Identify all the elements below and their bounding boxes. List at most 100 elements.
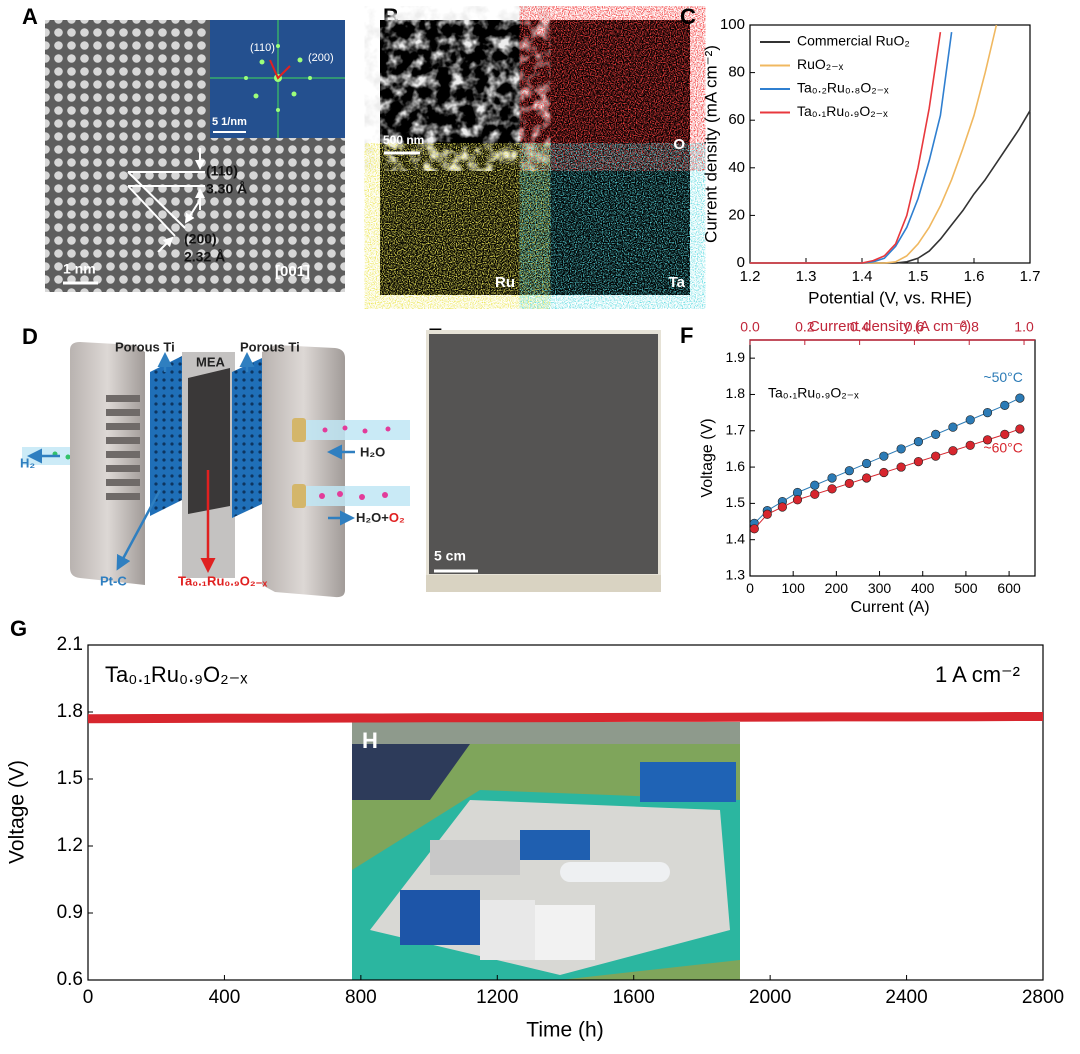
- catalyst-layer: [188, 368, 230, 514]
- fft-spots: [244, 44, 312, 112]
- y-tick-label: 1.8: [726, 385, 746, 401]
- panel-label: D: [22, 324, 38, 349]
- container: [535, 905, 595, 960]
- legend-label: Commercial RuO₂: [797, 33, 910, 49]
- flow-grating: [106, 395, 140, 500]
- y-tick-label: 60: [728, 111, 745, 128]
- molecule: [342, 425, 348, 431]
- panel-label: A: [22, 4, 38, 29]
- marker: [861, 473, 872, 483]
- fft-spot: [259, 59, 265, 65]
- container: [640, 762, 736, 802]
- y-axis-label: Voltage (V): [699, 418, 716, 497]
- fitting: [292, 484, 306, 508]
- panel-label: H: [362, 728, 378, 753]
- guide-line: [127, 171, 186, 229]
- y-axis-label: Voltage (V): [6, 760, 29, 864]
- plane-label: (110): [206, 163, 238, 179]
- hydrogen-tank: [560, 862, 670, 882]
- y-tick-label: 20: [728, 206, 745, 223]
- spacing-label: 3.30 Å: [206, 181, 247, 197]
- lattice-guides: [127, 148, 205, 253]
- porous-ti-plate: [150, 356, 182, 516]
- grating-slot: [106, 409, 140, 416]
- guide-arrow: [157, 236, 174, 253]
- annotation: Ta₀.₁Ru₀.₉O₂₋ₓ: [105, 662, 248, 687]
- y-tick-label: 1.4: [726, 530, 746, 546]
- x-tick-label: 100: [782, 580, 806, 596]
- panel-a: A (110) (200) 5 1/nm (110) 3.30 Å (200) …: [22, 4, 345, 292]
- x-tick-label: 300: [868, 580, 892, 596]
- marker: [982, 408, 993, 418]
- spacing-label: 2.32 Å: [184, 249, 225, 265]
- plot-frame: [87, 644, 1044, 981]
- plane-label: (200): [184, 231, 217, 247]
- x-tick-label: 1200: [476, 987, 518, 1008]
- marker: [948, 446, 958, 456]
- arrow: [116, 489, 162, 571]
- ruler: [426, 575, 661, 592]
- molecule: [319, 493, 325, 499]
- marker: [1000, 429, 1010, 440]
- legend-label: RuO₂₋ₓ: [797, 56, 844, 72]
- panel-e: E 5 cm: [426, 324, 661, 592]
- marker: [810, 480, 820, 490]
- marker: [913, 437, 924, 447]
- marker: [827, 473, 837, 483]
- marker: [777, 502, 787, 512]
- molecule: [322, 427, 328, 433]
- x-tick-label: 600: [997, 580, 1021, 596]
- series-line: [87, 711, 1044, 724]
- marker: [762, 509, 772, 519]
- marker: [879, 451, 889, 461]
- chart: F 0 100 200 300 400 500 600 1.3 1.4 1.5 1.6 1.7 1.8 1.…: [680, 318, 1036, 616]
- y-tick-label: 1.9: [726, 349, 746, 365]
- y-tick-label: 1.7: [726, 421, 746, 437]
- marker: [965, 440, 975, 450]
- grating-slot: [106, 437, 140, 444]
- y-tick-label: 1.8: [57, 701, 83, 722]
- marker: [792, 495, 803, 505]
- x-tick-label: 800: [345, 987, 377, 1008]
- guide-line: [127, 185, 176, 237]
- fft-spot: [276, 108, 280, 112]
- x-tick-label: 0: [746, 580, 754, 596]
- chart: C 1.2 1.3 1.4 1.5 1.6 1.7 0 20 40 60 80 100 Potential…: [680, 4, 1040, 308]
- x2-tick-label: 0.6: [905, 319, 925, 335]
- x2-axis-label: Current density (A cm⁻²): [809, 318, 971, 335]
- marker: [844, 478, 854, 489]
- water-molecules: [319, 425, 391, 500]
- grating-slot: [106, 395, 140, 402]
- grating-slot: [106, 423, 140, 430]
- y-tick-label: 40: [728, 159, 745, 176]
- y-tick-label: 100: [720, 16, 745, 33]
- y-tick-label: 1.3: [726, 567, 746, 583]
- annotation: Ta₀.₁Ru₀.₉O₂₋ₓ: [768, 385, 859, 401]
- part-label: Porous Ti: [115, 339, 175, 354]
- x-tick-label: 1.4: [852, 268, 873, 285]
- x-tick-label: 2800: [1022, 987, 1064, 1008]
- y-tick-label: 1.5: [726, 494, 746, 510]
- solar-field: [352, 744, 470, 800]
- x2-tick-label: 1.0: [1014, 319, 1034, 335]
- o-map: [535, 20, 690, 157]
- arrows: [27, 352, 355, 571]
- electrode-photo: [429, 334, 658, 574]
- y-tick-label: 2.1: [57, 634, 83, 655]
- fft-spot: [253, 93, 259, 99]
- fft-label: (110): [250, 42, 275, 54]
- x-tick-label: 1600: [613, 987, 655, 1008]
- scale-label: 500 nm: [383, 133, 424, 147]
- container: [400, 890, 480, 945]
- marker: [1000, 400, 1010, 410]
- panel-label: F: [680, 323, 693, 348]
- marker: [931, 429, 941, 440]
- y-tick-label: 0.6: [57, 969, 83, 990]
- electrode-label: Ta₀.₁Ru₀.₉O₂₋ₓ: [178, 573, 267, 588]
- molecule: [385, 426, 391, 432]
- chart: G 0 400 800 1200 1600 2000 2400 2800 0.6 0.9 1.2 1.5…: [6, 616, 1065, 1042]
- grating-slot: [106, 493, 140, 500]
- x2-tick-label: 0.8: [959, 319, 979, 335]
